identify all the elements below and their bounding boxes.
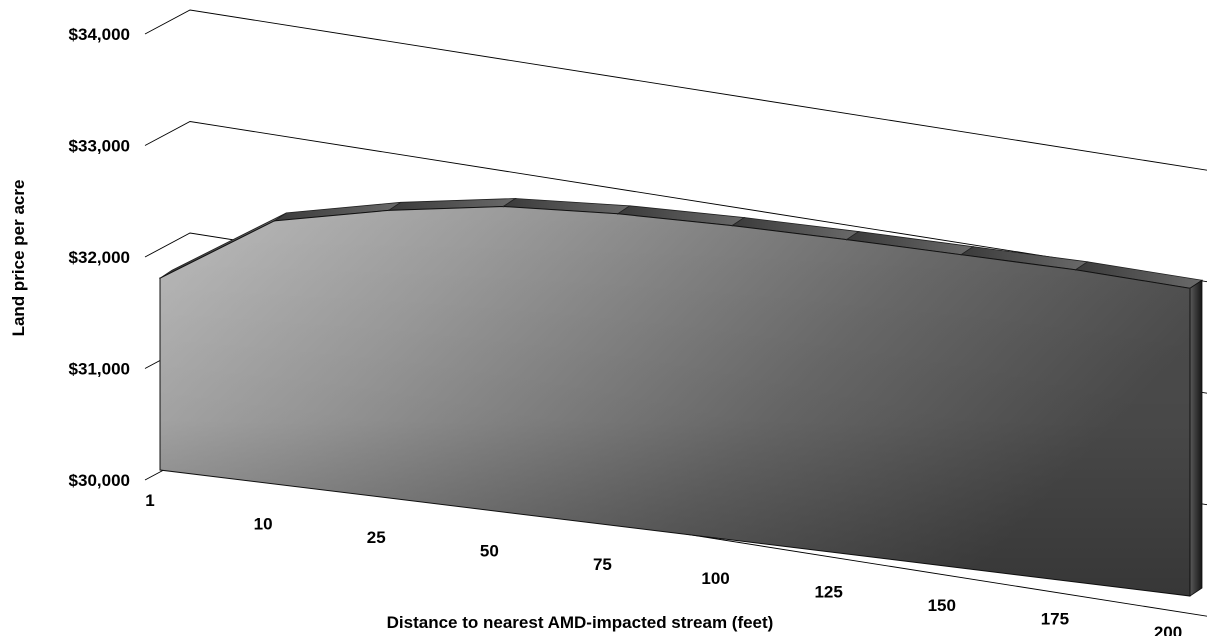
y-tick-label: $34,000 [69,25,130,44]
y-gridline [144,121,1207,283]
y-tick-label: $32,000 [69,248,130,267]
data-point [502,205,505,208]
y-tick-label: $30,000 [69,471,130,490]
x-tick-label: 100 [701,569,729,588]
data-point [731,224,734,227]
x-tick-label: 25 [367,528,386,547]
data-point [1074,269,1077,271]
x-tick-label: 1 [145,491,154,510]
x-tick-label: 10 [254,515,273,534]
y-tick-label: $31,000 [69,360,130,379]
y-tick-label: $33,000 [69,137,130,156]
x-tick-label: 75 [593,555,612,574]
data-point [1189,287,1191,290]
data-point [388,209,390,212]
area-front-shade [160,206,1190,597]
x-tick-label: 175 [1041,609,1069,628]
x-tick-label: 200 [1154,623,1182,636]
data-point [616,213,619,215]
axis-labels: $30,000 $31,000 $32,000 $33,000 $34,000 1 10 25… [69,25,1183,641]
area-side-face [1189,279,1203,597]
x-tick-label: 150 [928,596,956,615]
area-series [159,198,1204,597]
x-tick-label: 125 [814,582,842,601]
x-tick-label: 50 [480,542,499,561]
y-gridline [144,9,1207,171]
data-point [273,220,276,222]
data-point [960,253,962,256]
x-axis-title: Distance to nearest AMD-impacted stream … [387,613,774,632]
y-axis-title: Land price per acre [9,180,28,337]
data-point [845,238,848,241]
data-point [159,277,161,280]
